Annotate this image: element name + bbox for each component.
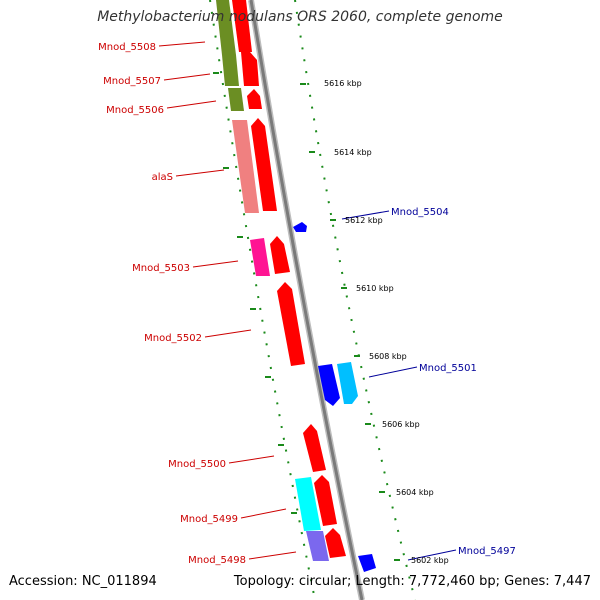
gene-mnod-5497-block[interactable] [358, 554, 376, 572]
gene-label-mnod-5500[interactable]: Mnod_5500 [168, 459, 226, 470]
gene-label-mnod-5501[interactable]: Mnod_5501 [419, 363, 477, 374]
gene-label-alas[interactable]: alaS [152, 172, 173, 183]
inner-dotted-circle [209, 0, 316, 600]
tick-label: 5614 kbp [334, 148, 372, 157]
gene-mnod-5503-block[interactable] [250, 236, 290, 276]
backbone-circle [248, 0, 365, 600]
tick-label: 5612 kbp [345, 216, 383, 225]
outer-dotted-circle [294, 0, 416, 600]
gene-mnod-5507-block[interactable] [222, 52, 259, 86]
gene-mnod-5500-block[interactable] [303, 424, 326, 472]
tick-label: 5602 kbp [411, 556, 449, 565]
tick-label: 5608 kbp [369, 352, 407, 361]
accession-text: Accession: NC_011894 [9, 574, 157, 589]
gene-label-mnod-5498[interactable]: Mnod_5498 [188, 555, 246, 566]
gene-mnod-5498-block[interactable] [306, 528, 346, 561]
tick-labels: 5616 kbp 5614 kbp 5612 kbp 5610 kbp 5608… [324, 79, 449, 565]
map-title: Methylobacterium nodulans ORS 2060, comp… [97, 9, 503, 25]
gene-label-mnod-5502[interactable]: Mnod_5502 [144, 333, 202, 344]
gene-label-mnod-5507[interactable]: Mnod_5507 [103, 76, 161, 87]
gene-mnod-5506-block[interactable] [228, 88, 262, 111]
gene-mnod-5502-block[interactable] [277, 282, 305, 366]
gene-label-mnod-5499[interactable]: Mnod_5499 [180, 514, 238, 525]
gene-label-mnod-5504[interactable]: Mnod_5504 [391, 207, 449, 218]
tick-label: 5610 kbp [356, 284, 394, 293]
genome-summary-text: Topology: circular; Length: 7,772,460 bp… [233, 574, 591, 589]
tick-label: 5606 kbp [382, 420, 420, 429]
tick-label: 5604 kbp [396, 488, 434, 497]
gene-labels: Mnod_5508 Mnod_5507 Mnod_5506 alaS Mnod_… [98, 42, 516, 566]
tick-marks [213, 72, 400, 561]
gene-mnod-5501-block[interactable] [318, 362, 358, 406]
gene-mnod-5504-block[interactable] [293, 222, 307, 232]
gene-label-mnod-5508[interactable]: Mnod_5508 [98, 42, 156, 53]
gene-label-mnod-5506[interactable]: Mnod_5506 [106, 105, 164, 116]
gene-alas-block[interactable] [232, 118, 277, 213]
gene-mnod-5508-block[interactable] [216, 0, 252, 55]
label-leaders [158, 41, 457, 561]
tick-label: 5616 kbp [324, 79, 362, 88]
gene-label-mnod-5497[interactable]: Mnod_5497 [458, 546, 516, 557]
gene-label-mnod-5503[interactable]: Mnod_5503 [132, 263, 190, 274]
gene-mnod-5499-block[interactable] [295, 475, 337, 531]
